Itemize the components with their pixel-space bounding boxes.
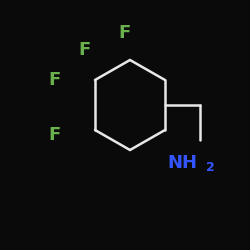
Text: F: F — [49, 126, 61, 144]
Text: F: F — [79, 41, 91, 59]
Text: F: F — [119, 24, 131, 42]
Text: 2: 2 — [206, 161, 214, 174]
Text: F: F — [49, 71, 61, 89]
Text: NH: NH — [168, 154, 198, 172]
